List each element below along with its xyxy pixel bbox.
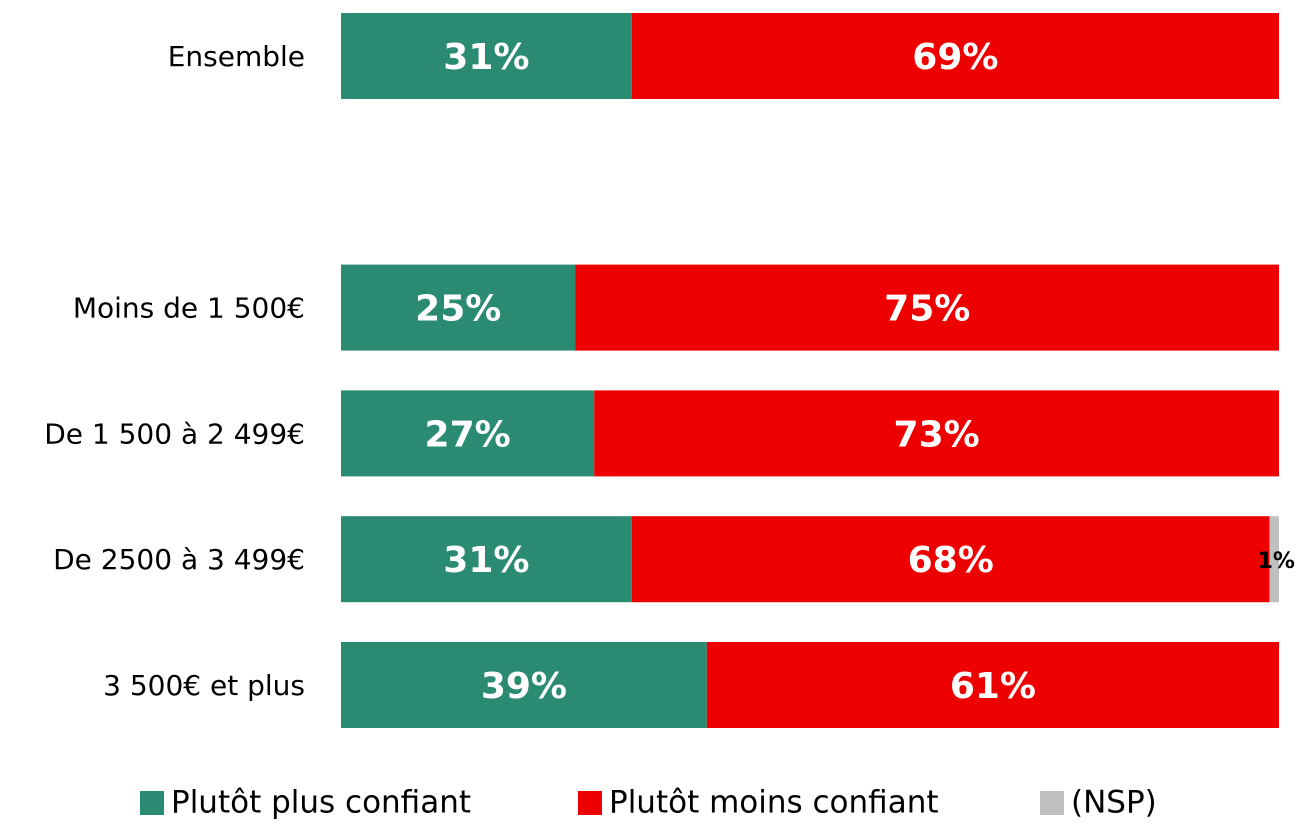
bar-segment	[1269, 516, 1279, 603]
bar-segment	[341, 390, 595, 477]
legend-swatch	[578, 791, 602, 815]
bar-segment	[631, 13, 1279, 99]
category-label: De 1 500 à 2 499€	[44, 417, 305, 450]
category-label: Ensemble	[168, 40, 305, 73]
value-label: 39%	[481, 666, 567, 707]
bar-segment	[594, 390, 1279, 477]
category-label: Moins de 1 500€	[73, 292, 305, 325]
bar-segment	[706, 642, 1279, 728]
bar-segment	[341, 642, 707, 728]
value-label: 27%	[425, 414, 511, 455]
bar-segment	[341, 13, 632, 99]
legend-label: Plutôt moins confiant	[609, 785, 939, 821]
value-label: 31%	[443, 37, 529, 78]
legend-label: Plutôt plus confiant	[171, 785, 471, 821]
bar-segment	[341, 516, 632, 603]
value-label: 1%	[1258, 549, 1295, 574]
legend-swatch	[140, 791, 164, 815]
legend-swatch	[1040, 791, 1064, 815]
value-label: 68%	[908, 540, 994, 581]
value-label: 61%	[950, 666, 1036, 707]
category-label: 3 500€ et plus	[103, 669, 305, 702]
legend-label: (NSP)	[1071, 785, 1157, 821]
bar-segment	[575, 264, 1279, 351]
value-label: 75%	[884, 289, 970, 330]
value-label: 73%	[894, 414, 980, 455]
value-label: 31%	[443, 540, 529, 581]
value-label: 69%	[912, 37, 998, 78]
bar-segment	[631, 516, 1270, 603]
value-label: 25%	[415, 289, 501, 330]
category-label: De 2500 à 3 499€	[53, 543, 305, 576]
bar-segment	[341, 264, 576, 351]
